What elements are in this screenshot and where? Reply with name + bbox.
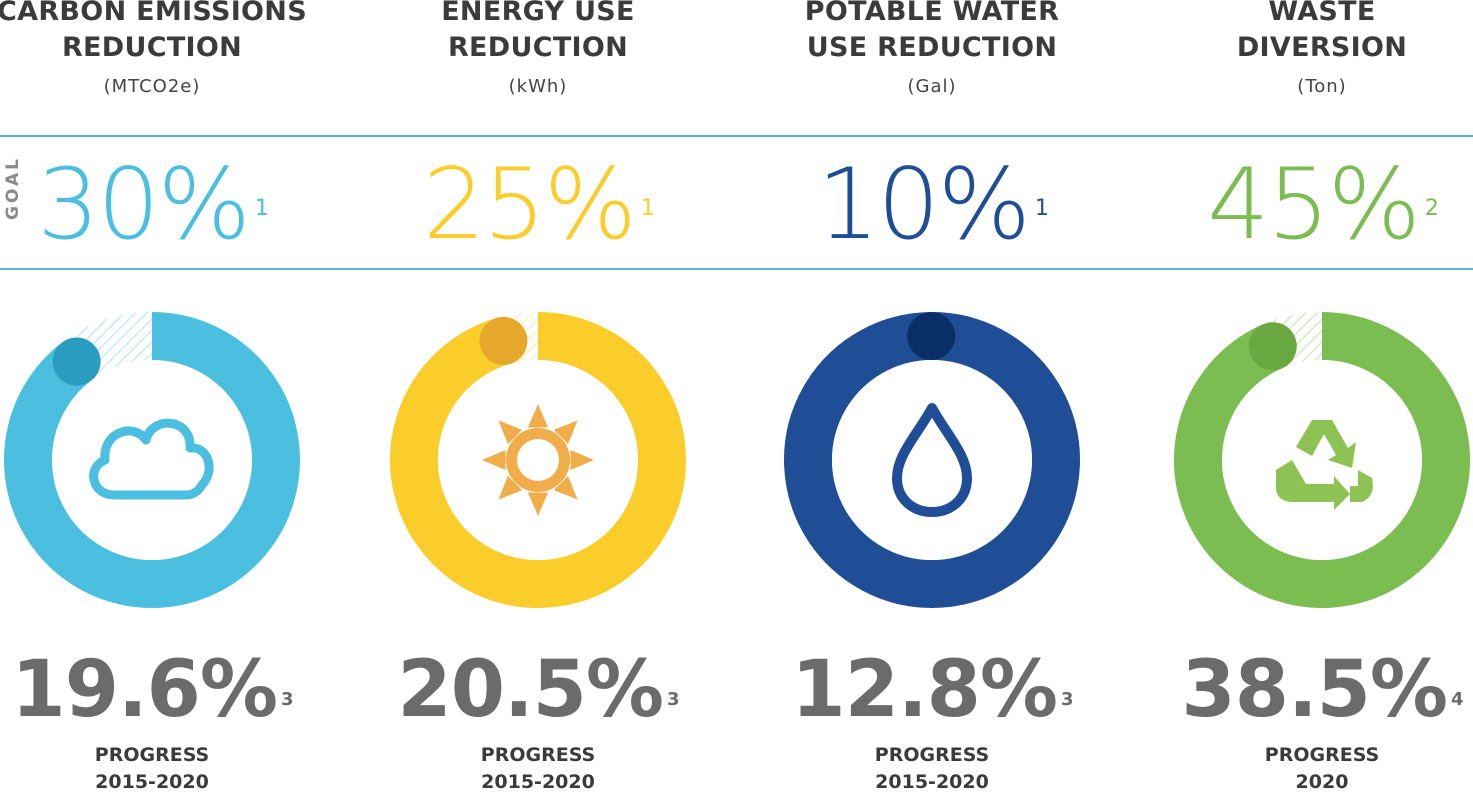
goal-number: 30%	[37, 148, 251, 262]
progress-donut	[784, 312, 1080, 608]
progress-label: PROGRESS 2015-2020	[0, 742, 332, 796]
progress-period: 2015-2020	[875, 771, 989, 793]
progress-donut	[390, 312, 686, 608]
metric-unit: (kWh)	[508, 76, 568, 97]
goal-value: 45% 2	[1142, 150, 1473, 260]
progress-arc	[4, 312, 300, 608]
metric-title-line1: POTABLE WATER	[804, 0, 1060, 27]
progress-donut	[4, 312, 300, 608]
sun-icon	[482, 404, 594, 516]
progress-value: 38.5% 4	[1142, 640, 1473, 740]
progress-footnote: 3	[667, 689, 679, 710]
goal-number: 25%	[423, 148, 637, 262]
metric-waste: WASTE DIVERSION (Ton) 45% 2 38.5% 4 PROGRE…	[1142, 0, 1473, 793]
progress-label: PROGRESS 2020	[1142, 742, 1473, 796]
metric-title: POTABLE WATER USE REDUCTION	[752, 0, 1112, 66]
progress-label: PROGRESS 2015-2020	[358, 742, 718, 796]
progress-value: 19.6% 3	[0, 640, 332, 740]
metric-title: ENERGY USE REDUCTION	[358, 0, 718, 66]
goal-footnote: 1	[1034, 196, 1049, 221]
progress-label-text: PROGRESS	[874, 744, 990, 766]
metric-title-line2: USE REDUCTION	[806, 32, 1058, 63]
metric-title-line2: DIVERSION	[1236, 32, 1408, 63]
goal-footnote: 1	[640, 196, 655, 221]
progress-value: 12.8% 3	[752, 640, 1112, 740]
progress-period: 2015-2020	[95, 771, 209, 793]
metric-title: WASTE DIVERSION	[1142, 0, 1473, 66]
progress-period: 2015-2020	[481, 771, 595, 793]
goal-value: 30% 1	[0, 150, 332, 260]
metric-title-line1: ENERGY USE	[441, 0, 635, 27]
metric-water: POTABLE WATER USE REDUCTION (Gal) 10% 1 1…	[752, 0, 1112, 793]
water-drop-icon	[892, 403, 972, 517]
progress-footnote: 4	[1451, 689, 1463, 710]
progress-label-text: PROGRESS	[480, 744, 596, 766]
goal-value: 10% 1	[752, 150, 1112, 260]
progress-number: 19.6%	[11, 645, 278, 735]
goal-divider	[0, 268, 1473, 270]
progress-arc-cap	[479, 316, 528, 365]
metric-energy: ENERGY USE REDUCTION (kWh) 25% 1 20.5% 3 P…	[358, 0, 718, 793]
metric-title-line1: WASTE	[1268, 0, 1376, 27]
progress-label: PROGRESS 2015-2020	[752, 742, 1112, 796]
goal-footnote: 1	[254, 196, 269, 221]
progress-arc	[1174, 312, 1470, 608]
progress-period: 2020	[1295, 771, 1349, 793]
metric-unit: (Ton)	[1297, 76, 1347, 97]
metric-title-line2: REDUCTION	[61, 32, 243, 63]
progress-label-text: PROGRESS	[1264, 744, 1380, 766]
progress-number: 12.8%	[791, 645, 1058, 735]
progress-arc-cap	[52, 337, 101, 386]
goal-value: 25% 1	[358, 150, 718, 260]
metric-title: CARBON EMISSIONS REDUCTION	[0, 0, 332, 66]
progress-donut	[1174, 312, 1470, 608]
metric-carbon: CARBON EMISSIONS REDUCTION (MTCO2e) 30% 1…	[0, 0, 332, 793]
progress-footnote: 3	[1061, 689, 1073, 710]
progress-footnote: 3	[281, 689, 293, 710]
goal-number: 45%	[1207, 148, 1421, 262]
cloud-icon	[89, 418, 214, 500]
goal-footnote: 2	[1424, 196, 1439, 221]
progress-arc-cap	[1248, 322, 1297, 371]
top-divider	[0, 135, 1473, 137]
progress-label-text: PROGRESS	[94, 744, 210, 766]
progress-number: 20.5%	[397, 645, 664, 735]
recycle-icon	[1276, 420, 1373, 510]
progress-number: 38.5%	[1181, 645, 1448, 735]
progress-arc	[390, 312, 686, 608]
progress-arc-cap	[907, 312, 956, 361]
goal-number: 10%	[817, 148, 1031, 262]
progress-value: 20.5% 3	[358, 640, 718, 740]
metric-title-line2: REDUCTION	[447, 32, 629, 63]
metric-title-line1: CARBON EMISSIONS	[0, 0, 307, 27]
metric-unit: (MTCO2e)	[103, 76, 201, 97]
metric-unit: (Gal)	[907, 76, 957, 97]
progress-arc	[784, 312, 1080, 608]
